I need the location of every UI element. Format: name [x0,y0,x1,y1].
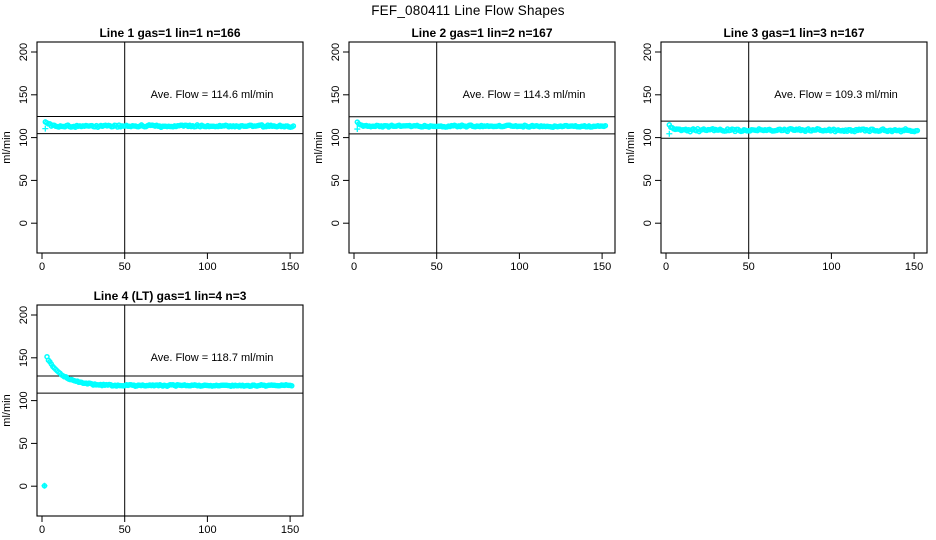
x-tick-label: 0 [351,261,357,273]
x-tick-label: 150 [281,524,299,536]
x-tick-label: 50 [119,261,131,273]
y-tick-label: 50 [642,174,654,186]
y-axis: 0 50 100 150 200 [642,43,661,226]
x-tick-label: 100 [198,261,216,273]
y-tick-label: 0 [330,220,342,226]
x-axis: 0 50 100 150 [39,253,299,273]
x-tick-label: 150 [905,261,923,273]
y-tick-label: 200 [330,43,342,61]
x-tick-label: 0 [39,261,45,273]
avg-flow-annotation: Ave. Flow = 114.6 ml/min [151,89,274,101]
x-tick-label: 100 [198,524,216,536]
panel-title: Line 3 gas=1 lin=3 n=167 [723,26,864,40]
plot-panel-line-1: 0 50 100 150 0 50 100 150 200 ml/min Line 1 gas=1 … [1,26,304,273]
plus-marker [666,130,673,137]
y-tick-label: 150 [642,86,654,104]
y-axis-label: ml/min [1,131,13,163]
y-axis-label: ml/min [625,131,637,163]
data-points [42,119,297,132]
y-tick-label: 100 [642,128,654,146]
y-axis: 0 50 100 150 200 [18,43,37,226]
y-axis-label: ml/min [313,131,325,163]
plot-box [36,41,304,254]
plus-marker [354,126,361,133]
plot-box [660,41,928,254]
plus-marker [42,125,49,132]
plot-panel-line-3: 0 50 100 150 0 50 100 150 200 ml/min Line 3 gas=1 … [625,26,928,273]
plot-panel-line-4: 0 50 100 150 0 50 100 150 200 ml/min Line 4 (LT) g… [1,289,304,536]
y-axis-label: ml/min [1,394,13,426]
x-tick-label: 100 [822,261,840,273]
avg-flow-annotation: Ave. Flow = 109.3 ml/min [774,89,898,101]
panel-title: Line 2 gas=1 lin=2 n=167 [411,26,552,40]
y-tick-label: 200 [18,306,30,324]
x-tick-label: 0 [39,524,45,536]
y-tick-label: 50 [18,437,30,449]
reference-lines [37,116,303,135]
x-tick-label: 0 [663,261,669,273]
plot-box [348,41,616,254]
y-tick-label: 150 [18,349,30,367]
x-tick-label: 150 [281,261,299,273]
reference-lines [349,116,615,135]
y-axis: 0 50 100 150 200 [330,43,349,226]
y-tick-label: 50 [330,174,342,186]
y-tick-label: 100 [330,128,342,146]
avg-flow-annotation: Ave. Flow = 114.3 ml/min [463,89,586,101]
x-tick-label: 50 [119,524,131,536]
y-tick-label: 0 [18,220,30,226]
y-tick-label: 100 [18,391,30,409]
y-tick-label: 150 [18,86,30,104]
data-points [666,122,921,137]
y-tick-label: 100 [18,128,30,146]
y-tick-label: 0 [642,220,654,226]
reference-lines [37,375,303,394]
figure-title: FEF_080411 Line Flow Shapes [371,3,565,18]
plot-panel-line-2: 0 50 100 150 0 50 100 150 200 ml/min Line 2 gas=1 … [313,26,616,273]
x-axis: 0 50 100 150 [663,253,923,273]
x-tick-label: 50 [743,261,755,273]
y-tick-label: 200 [18,43,30,61]
data-points [354,119,609,133]
y-tick-label: 0 [18,483,30,489]
y-tick-label: 50 [18,174,30,186]
y-tick-label: 150 [330,86,342,104]
x-tick-label: 100 [510,261,528,273]
reference-lines [661,120,927,139]
x-axis: 0 50 100 150 [39,516,299,536]
x-axis: 0 50 100 150 [351,253,611,273]
plus-marker [41,482,48,489]
avg-flow-annotation: Ave. Flow = 118.7 ml/min [151,352,274,364]
y-axis: 0 50 100 150 200 [18,306,37,489]
y-tick-label: 200 [642,43,654,61]
panel-title: Line 4 (LT) gas=1 lin=4 n=3 [94,289,247,303]
x-tick-label: 150 [593,261,611,273]
panel-title: Line 1 gas=1 lin=1 n=166 [99,26,240,40]
data-points [41,353,295,489]
plot-box [36,304,304,517]
x-tick-label: 50 [431,261,443,273]
